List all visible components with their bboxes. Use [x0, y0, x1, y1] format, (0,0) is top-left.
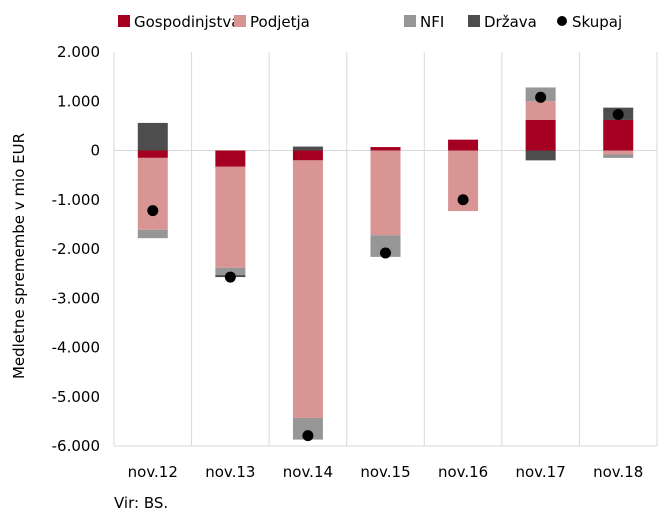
legend-swatch — [234, 15, 246, 27]
total-point — [380, 247, 391, 259]
legend-label: Podjetja — [250, 13, 310, 31]
bar-segment — [525, 119, 556, 151]
x-tick-label: nov.14 — [283, 463, 333, 481]
total-point — [302, 430, 314, 442]
bar-segment — [292, 417, 323, 440]
legend-label: Gospodinjstva — [134, 13, 240, 31]
y-tick-label: 2.000 — [57, 43, 100, 61]
y-tick-label: -5.000 — [52, 388, 100, 406]
total-point — [147, 205, 159, 217]
bar-segment — [215, 150, 246, 167]
bar-segment — [137, 150, 168, 158]
total-point — [457, 194, 469, 206]
total-point — [612, 109, 624, 121]
x-tick-label: nov.18 — [593, 463, 643, 481]
plot-area — [113, 52, 658, 447]
y-tick-label: -4.000 — [52, 339, 100, 357]
y-tick-label: 0 — [90, 142, 100, 160]
legend-label: Država — [484, 13, 537, 31]
legend-marker — [557, 16, 567, 26]
bar-segment — [137, 157, 168, 230]
y-tick-label: 1.000 — [57, 92, 100, 110]
x-tick-label: nov.15 — [360, 463, 410, 481]
x-tick-label: nov.13 — [205, 463, 255, 481]
bar-segment — [370, 150, 401, 236]
x-tick-label: nov.12 — [128, 463, 178, 481]
bar-segment — [215, 267, 246, 276]
bar-segment — [215, 166, 246, 268]
bar-segment — [292, 150, 323, 161]
bar-segment — [370, 235, 401, 257]
y-tick-label: -3.000 — [52, 289, 100, 307]
total-point — [535, 91, 547, 103]
bar-segment — [525, 101, 556, 120]
bar-segment — [603, 150, 634, 155]
bar-segment — [292, 146, 323, 151]
legend-label: Skupaj — [572, 13, 622, 31]
bar-segment — [448, 139, 479, 151]
bar-segment — [603, 119, 634, 151]
bar-segment — [525, 150, 556, 161]
bar-segment — [603, 154, 634, 158]
legend-swatch — [468, 15, 480, 27]
legend-swatch — [118, 15, 130, 27]
source-note: Vir: BS. — [114, 494, 169, 512]
legend: Gospodinjstva Podjetja NFI Država Skupaj — [118, 13, 622, 31]
y-tick-label: -6.000 — [52, 437, 100, 455]
bar-segment — [370, 147, 401, 151]
x-tick-label: nov.17 — [516, 463, 566, 481]
y-axis-title: Medletne spremembe v mio EUR — [10, 133, 28, 379]
bar-segment — [137, 122, 168, 151]
x-tick-label: nov.16 — [438, 463, 488, 481]
y-tick-label: -1.000 — [52, 191, 100, 209]
legend-label: NFI — [420, 13, 444, 31]
total-point — [224, 271, 236, 283]
y-tick-label: -2.000 — [52, 240, 100, 258]
y-axis: 2.000 1.000 0 -1.000 -2.000 -3.000 -4.000 -5.00… — [52, 43, 100, 455]
bar-segment — [137, 229, 168, 239]
legend-swatch — [404, 15, 416, 27]
x-axis: nov.12 nov.13 nov.14 nov.15 nov.16 nov.17 nov.… — [128, 463, 644, 481]
bar-segment — [292, 160, 323, 418]
